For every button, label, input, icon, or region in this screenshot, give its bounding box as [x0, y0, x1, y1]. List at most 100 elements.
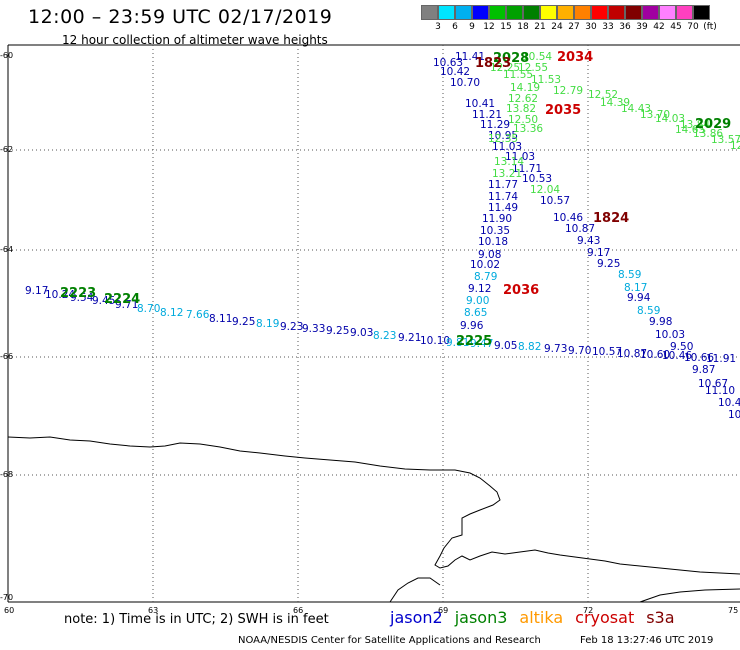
- color-swatch: [455, 5, 472, 20]
- wave-height-value: 11.74: [488, 191, 518, 203]
- color-scale-label: 12: [483, 22, 495, 32]
- wave-height-value: 9.05: [494, 340, 517, 352]
- wave-height-value: 12.25: [490, 62, 520, 74]
- color-swatch: [472, 5, 489, 20]
- coastline-southeast: [639, 588, 740, 603]
- wave-height-value: 8.17: [624, 282, 647, 294]
- wave-height-value: 10.87: [565, 223, 595, 235]
- pass-time-label: 1824: [593, 211, 629, 226]
- pass-time-label: 1823: [475, 56, 511, 71]
- color-swatch: [523, 5, 540, 20]
- wave-height-value: 9.47: [470, 338, 493, 350]
- wave-height-value: 9.54: [70, 292, 94, 304]
- color-scale-label: 6: [452, 22, 458, 32]
- wave-height-value: 9.17: [587, 247, 610, 259]
- lat-label: -64: [0, 245, 13, 254]
- wave-height-value: 10.02: [470, 259, 500, 271]
- color-swatch: [625, 5, 642, 20]
- color-swatch: [489, 5, 506, 20]
- page-title: 12:00 – 23:59 UTC 02/17/2019: [28, 6, 333, 28]
- color-scale-label: 42: [653, 22, 665, 32]
- color-swatch: [608, 5, 625, 20]
- wave-height-value: 10.60: [640, 349, 670, 361]
- wave-height-value: 10.10: [420, 335, 450, 347]
- wave-height-value: 8.19: [256, 318, 279, 330]
- wave-height-value: 8.59: [637, 305, 660, 317]
- wave-height-value: 11.21: [472, 109, 502, 121]
- color-swatch: [557, 5, 574, 20]
- wave-height-value: 11.90: [482, 213, 512, 225]
- wave-height-value: 9.87: [692, 364, 715, 376]
- lat-label: -60: [0, 51, 13, 60]
- credit-text: NOAA/NESDIS Center for Satellite Applica…: [238, 635, 541, 646]
- legend-altika: altika: [519, 608, 564, 627]
- lon-label: 63: [148, 606, 158, 615]
- wave-height-value: 10.95: [488, 130, 518, 142]
- wave-height-value: 10.03: [655, 329, 685, 341]
- wave-height-value: 9.25: [232, 316, 255, 328]
- wave-height-value: 8.70: [137, 303, 160, 315]
- color-scale-label: 24: [551, 22, 563, 32]
- wave-height-value: 9.96: [460, 320, 484, 332]
- wave-height-value: 12.52: [588, 89, 618, 101]
- wave-height-value: 9.25: [597, 258, 620, 270]
- wave-height-value: 9.71: [115, 299, 138, 311]
- wave-height-value: 9.03: [350, 327, 373, 339]
- color-swatch: [540, 5, 557, 20]
- wave-height-value: 13.86: [693, 128, 723, 140]
- wave-height-value: 10.41: [465, 98, 495, 110]
- wave-height-value: 8.11: [209, 313, 232, 325]
- wave-height-value: 8.82: [518, 341, 541, 353]
- wave-height-value: 14.43: [621, 103, 651, 115]
- wave-height-value: 12.79: [553, 85, 583, 97]
- wave-height-value: 9.00: [466, 295, 489, 307]
- wave-height-value: 8.23: [373, 330, 396, 342]
- wave-height-value: 13.82: [506, 103, 536, 115]
- coastline-south: [389, 577, 441, 603]
- pass-time-label: 2034: [557, 50, 593, 65]
- pass-time-label: 2035: [545, 103, 581, 118]
- lat-label: -68: [0, 470, 13, 479]
- wave-height-value: 8.79: [474, 271, 497, 283]
- lat-label: -66: [0, 352, 13, 361]
- wave-height-value: 10.70: [450, 77, 480, 89]
- color-scale: [421, 5, 710, 20]
- pass-time-label: 2028: [493, 51, 529, 66]
- color-swatch: [506, 5, 523, 20]
- wave-height-value: 10.54: [522, 51, 552, 63]
- wave-height-value: 9.73: [544, 343, 567, 355]
- wave-height-value: 11.03: [492, 141, 522, 153]
- legend-jason3: jason3: [454, 608, 508, 627]
- color-scale-label: (ft): [703, 22, 717, 32]
- wave-height-value: 14.03: [655, 113, 685, 125]
- wave-height-value: 10: [728, 409, 740, 421]
- color-scale-label: 9: [469, 22, 475, 32]
- color-swatch: [574, 5, 591, 20]
- color-scale-label: 45: [670, 22, 682, 32]
- lat-label: -70: [0, 593, 13, 602]
- timestamp-text: Feb 18 13:27:46 UTC 2019: [580, 635, 714, 646]
- color-scale-label: 30: [585, 22, 597, 32]
- wave-height-value: 9.33: [302, 323, 325, 335]
- wave-height-value: 7.66: [186, 309, 210, 321]
- wave-height-value: 9.70: [568, 345, 591, 357]
- wave-height-value: 10.46: [553, 212, 583, 224]
- pass-time-label: 2225: [456, 334, 492, 349]
- wave-height-value: 12: [730, 140, 740, 152]
- wave-height-value: 11.41: [455, 51, 485, 63]
- wave-height-value: 8.59: [618, 269, 641, 281]
- color-scale-label: 33: [602, 22, 614, 32]
- wave-height-value: 10.57: [540, 195, 570, 207]
- wave-height-value: 9.23: [280, 321, 303, 333]
- wave-height-value: 9.50: [670, 341, 693, 353]
- wave-height-value: 9.21: [398, 332, 421, 344]
- wave-height-value: 9.43: [577, 235, 600, 247]
- legend-s3a: s3a: [646, 608, 675, 627]
- color-scale-labels: 3 6 9 12 15 18 21 24 27 30 33 36 39 42 45 70 (ft): [421, 22, 740, 34]
- color-scale-label: 21: [534, 22, 546, 32]
- wave-height-value: 13.14: [494, 156, 524, 168]
- wave-height-value: 10.4: [718, 397, 740, 409]
- wave-height-value: 13.36: [513, 123, 543, 135]
- wave-height-value: 14.19: [510, 82, 540, 94]
